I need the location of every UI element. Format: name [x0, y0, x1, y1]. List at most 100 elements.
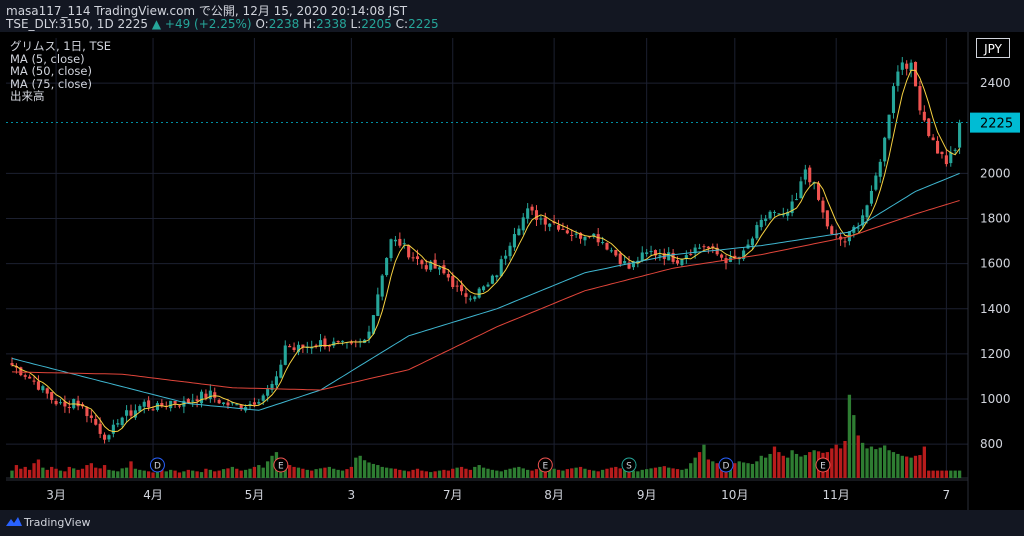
candle-body	[856, 227, 860, 229]
volume-bar	[587, 469, 592, 478]
candle-body	[720, 254, 724, 258]
ma75-line	[11, 200, 960, 391]
volume-bar	[473, 466, 477, 478]
event-label: S	[626, 462, 632, 472]
legend-ma50[interactable]: MA (50, close)	[10, 64, 92, 78]
volume-bar	[433, 471, 437, 478]
volume-bar	[208, 469, 212, 478]
candle-body	[653, 250, 658, 256]
volume-bar	[631, 470, 636, 478]
volume-bar	[155, 470, 160, 478]
price-tick-label: 1400	[980, 302, 1011, 316]
candle-body	[631, 261, 635, 268]
volume-bar	[85, 465, 89, 478]
candle-body	[367, 331, 371, 339]
price-chart[interactable]: D E E S D E 800 1000 1200 1400 1600 1800 2000 2400 22…	[0, 32, 1024, 510]
candle-body	[499, 259, 503, 277]
volume-bar	[799, 456, 803, 478]
volume-bar	[940, 470, 944, 478]
candle-body	[627, 262, 631, 269]
candle-body	[931, 137, 935, 141]
volume-bar	[922, 446, 926, 478]
volume-bar	[124, 467, 129, 478]
volume-bar	[182, 471, 186, 478]
volume-bar	[592, 470, 596, 478]
volume-bar	[235, 468, 239, 478]
volume-bar	[715, 463, 719, 478]
candle-body	[715, 247, 719, 255]
candle-body	[125, 410, 129, 416]
event-label: E	[542, 462, 548, 472]
candle-body	[592, 233, 596, 237]
volume-bar	[371, 463, 376, 478]
volume-bar	[58, 470, 63, 478]
legend-ma5[interactable]: MA (5, close)	[10, 51, 85, 66]
candle-body	[217, 400, 221, 404]
last-price-badge	[970, 112, 1020, 133]
candle-body	[684, 255, 688, 259]
volume-bar	[107, 469, 111, 478]
volume-bar	[570, 468, 574, 478]
volume-bar	[790, 450, 794, 478]
volume-bar	[384, 467, 389, 478]
volume-bar	[711, 461, 715, 478]
currency-button[interactable]: JPY	[976, 38, 1010, 58]
candle-body	[680, 259, 684, 266]
volume-bar	[169, 469, 173, 478]
candle-body	[772, 211, 777, 213]
legend-volume[interactable]: 出来高	[10, 89, 45, 103]
brand-name: TradingView	[24, 516, 91, 529]
candle-body	[574, 233, 578, 235]
volume-bar	[803, 455, 807, 478]
candle-body	[398, 238, 402, 246]
candle-body	[706, 246, 710, 249]
candle-body	[640, 252, 644, 262]
candle-body	[614, 249, 618, 256]
event-label: D	[154, 462, 161, 472]
event-label: E	[820, 462, 826, 472]
volume-bar	[442, 469, 446, 478]
volume-bar	[362, 460, 367, 478]
volume-bar	[645, 469, 649, 478]
candle-body	[296, 344, 301, 353]
candle-body	[601, 242, 605, 244]
volume-bar	[777, 452, 781, 478]
time-tick-label: 7月	[443, 488, 463, 502]
volume-bar	[883, 445, 887, 478]
candle-body	[940, 151, 944, 155]
candle-body	[949, 152, 953, 164]
volume-bar	[706, 459, 711, 478]
volume-bar	[380, 466, 384, 478]
candle-body	[887, 114, 891, 139]
candle-body	[301, 344, 305, 348]
volume-bar	[63, 471, 67, 478]
volume-bar	[186, 469, 190, 478]
volume-bar	[953, 470, 957, 478]
volume-bar	[905, 456, 909, 478]
volume-bar	[146, 471, 151, 478]
volume-bar	[605, 468, 609, 478]
time-tick-label: 9月	[637, 488, 657, 502]
candle-body	[618, 253, 622, 265]
volume-bar	[530, 470, 534, 478]
volume-bar	[935, 470, 940, 478]
volume-bar	[468, 469, 473, 478]
candle-body	[76, 400, 80, 407]
legend-ma75[interactable]: MA (75, close)	[10, 76, 92, 91]
tradingview-logo-icon	[6, 517, 22, 526]
volume-bar	[451, 468, 455, 478]
candle-body	[786, 212, 790, 216]
volume-bar	[675, 469, 680, 478]
volume-bar	[794, 453, 799, 478]
candle-body	[169, 400, 173, 409]
volume-bar	[23, 466, 27, 478]
candle-body	[781, 214, 785, 216]
time-tick-label: 10月	[721, 488, 748, 502]
event-marker-dividend: D	[149, 457, 165, 473]
volume-bar	[402, 470, 406, 478]
candle-body	[116, 423, 120, 425]
volume-bar	[508, 468, 512, 478]
footer: TradingView	[0, 510, 1024, 536]
volume-bar	[852, 415, 856, 478]
volume-bar	[459, 466, 464, 478]
